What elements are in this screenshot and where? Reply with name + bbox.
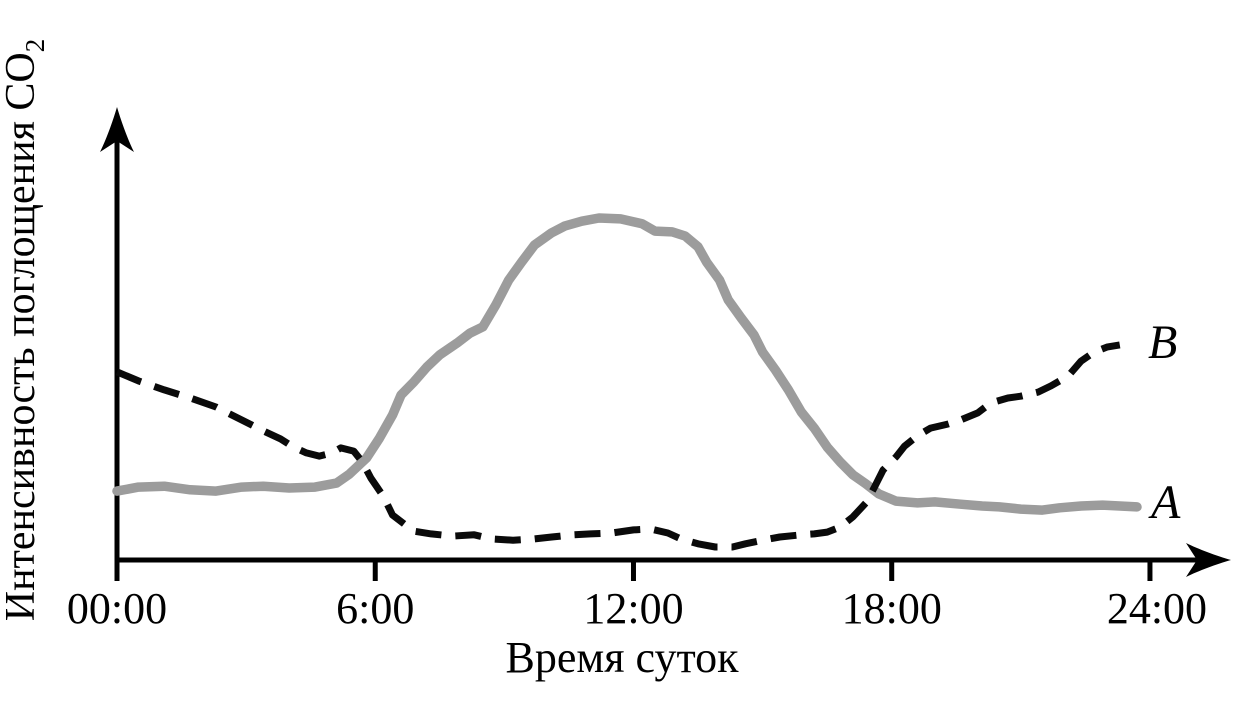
x-axis-ticks: 00:00 6:00 12:00 18:00 24:00 — [67, 560, 1207, 633]
x-axis-tick-label: 18:00 — [842, 584, 942, 633]
y-axis-title-text: Интенсивность поглощения CO — [0, 52, 44, 621]
x-axis-arrow-icon — [1186, 543, 1231, 577]
y-axis-arrow-icon — [100, 107, 134, 152]
x-axis-tick-label: 00:00 — [67, 584, 167, 633]
series-a-label: A — [1148, 476, 1181, 529]
series-a-curve — [112, 213, 1142, 515]
series-b-label: B — [1148, 316, 1177, 369]
y-axis-title: Интенсивность поглощения CO2 — [0, 39, 50, 622]
x-axis-tick-label: 12:00 — [583, 584, 683, 633]
series-b-curve — [115, 341, 1121, 551]
x-axis: 00:00 6:00 12:00 18:00 24:00 — [67, 543, 1231, 633]
x-axis-tick-label: 6:00 — [336, 584, 414, 633]
x-axis-title: Время суток — [506, 633, 740, 682]
y-axis-title-subscript: 2 — [20, 39, 50, 53]
x-axis-tick-label: 24:00 — [1107, 584, 1207, 633]
